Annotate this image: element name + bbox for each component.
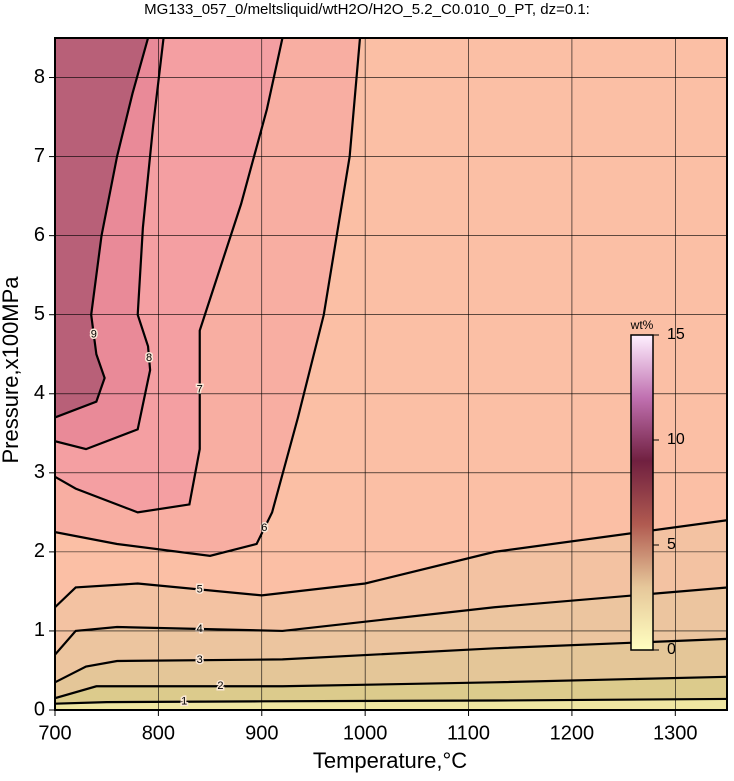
contour-line [55, 675, 727, 700]
colorbar-tick-label: 0 [667, 641, 676, 658]
contour-label: 9 [91, 328, 97, 340]
plot-frame [54, 37, 728, 711]
contour-label: 8 [146, 352, 152, 364]
contour-line [55, 586, 727, 656]
y-tick-label: 0 [34, 698, 45, 720]
colorbar-tick-label: 15 [667, 326, 685, 343]
contour-label: 2 [217, 680, 223, 692]
contour-label: 6 [261, 522, 267, 534]
y-tick-label: 3 [34, 461, 45, 483]
plot-area: 1 2 3 4 5 6 7 8 9 [55, 38, 727, 710]
y-tick-label: 4 [34, 382, 45, 404]
contour-label: 3 [197, 654, 203, 666]
x-tick-label: 1100 [447, 722, 490, 744]
y-tick-label: 5 [34, 303, 45, 325]
contour-region [55, 38, 149, 418]
y-axis-label: Pressure,x100MPa [0, 276, 23, 464]
y-tick-label: 1 [34, 619, 45, 641]
overlay: 700 800 900 1000 1100 1200 1300012345678051015… [34, 37, 728, 744]
contour-line [55, 637, 727, 684]
contour-label: 4 [197, 623, 203, 635]
contour-label: 5 [197, 583, 203, 595]
x-tick-label: 700 [38, 722, 71, 744]
y-tick-label: 6 [34, 224, 45, 246]
x-tick-label: 800 [142, 722, 175, 744]
contour-line [55, 38, 165, 451]
contour-label: 1 [181, 696, 187, 708]
y-tick-label: 8 [34, 66, 45, 88]
colorbar [630, 334, 654, 651]
x-tick-label: 900 [245, 722, 278, 744]
x-tick-label: 1000 [343, 722, 388, 744]
colorbar-tick-label: 10 [667, 431, 685, 448]
chart-title: MG133_057_0/meltsliquid/wtH2O/H2O_5.2_C0… [144, 1, 590, 18]
x-axis-label: Temperature,°C [313, 748, 467, 773]
x-tick-label: 1300 [653, 722, 698, 744]
colorbar-tick-label: 5 [667, 536, 676, 553]
contour-label: 7 [197, 384, 203, 396]
x-tick-label: 1200 [550, 722, 595, 744]
y-tick-label: 7 [34, 145, 45, 167]
contour-line [55, 38, 362, 557]
colorbar-label: wt% [630, 318, 654, 332]
y-tick-label: 2 [34, 540, 45, 562]
